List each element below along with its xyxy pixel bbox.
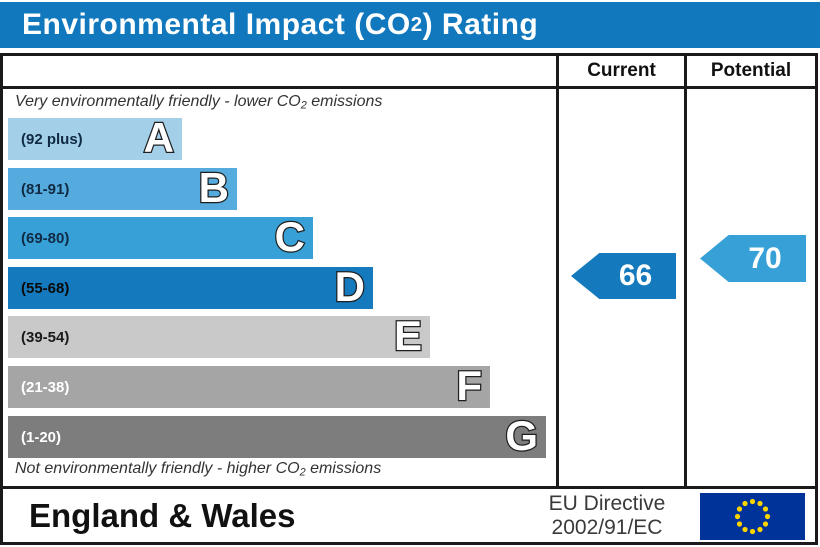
band-range-label-F: (21-38) — [21, 378, 70, 396]
table-header-row: Current Potential — [3, 56, 815, 89]
band-row-D: (55-68) D — [8, 263, 373, 311]
bands-area: Very environmentally friendly - lower CO… — [3, 89, 556, 486]
table-footer: England & Wales EU Directive 2002/91/EC — [3, 486, 815, 542]
band-letter-C: C — [273, 213, 306, 261]
potential-column-header: Potential — [684, 56, 815, 86]
eu-directive-label: EU Directive 2002/91/EC — [548, 491, 666, 539]
band-bar-A: (92 plus) A — [8, 114, 182, 162]
potential-column: 70 — [684, 89, 815, 486]
chart-title-text: Environmental Impact (CO — [22, 8, 411, 41]
bands-column-header — [3, 56, 556, 86]
table-body: Very environmentally friendly - lower CO… — [3, 89, 815, 486]
band-bar-C: (69-80) C — [8, 213, 313, 261]
region-label: England & Wales — [29, 496, 296, 534]
band-row-E: (39-54) E — [8, 312, 430, 360]
bottom-scale-note: Not environmentally friendly - higher CO… — [15, 460, 382, 479]
band-row-C: (69-80) C — [8, 213, 313, 261]
band-range-label-A: (92 plus) — [21, 130, 83, 148]
band-letter-B: B — [197, 164, 230, 212]
band-range-label-G: (1-20) — [21, 428, 62, 446]
top-scale-note: Very environmentally friendly - lower CO… — [15, 93, 383, 112]
potential-rating-arrow: 70 — [700, 235, 806, 282]
band-row-F: (21-38) F — [8, 362, 490, 410]
band-range-label-E: (39-54) — [21, 328, 70, 346]
band-range-label-B: (81-91) — [21, 180, 70, 198]
band-range-label-C: (69-80) — [21, 229, 70, 247]
band-row-B: (81-91) B — [8, 164, 237, 212]
band-bar-B: (81-91) B — [8, 164, 237, 212]
band-letter-G: G — [504, 412, 539, 460]
band-range-label-D: (55-68) — [21, 279, 70, 297]
band-bar-D: (55-68) D — [8, 263, 373, 311]
band-row-A: (92 plus) A — [8, 114, 182, 162]
band-letter-A: A — [142, 114, 175, 162]
band-bar-E: (39-54) E — [8, 312, 430, 360]
chart-title: Environmental Impact (CO 2) Rating — [0, 2, 820, 48]
band-letter-F: F — [455, 362, 483, 410]
band-bar-F: (21-38) F — [8, 362, 490, 410]
potential-rating-value: 70 — [748, 241, 782, 275]
chart-title-text-end: ) Rating — [422, 8, 539, 41]
band-letter-D: D — [333, 263, 366, 311]
rating-table: Current Potential Very environmentally f… — [0, 53, 818, 545]
current-rating-arrow: 66 — [571, 253, 676, 299]
chart-title-subscript: 2 — [410, 13, 423, 36]
band-row-G: (1-20) G — [8, 412, 546, 460]
current-column-header: Current — [556, 56, 684, 86]
band-letter-E: E — [393, 312, 424, 360]
eu-flag-icon — [700, 493, 805, 540]
band-bar-G: (1-20) G — [8, 412, 546, 460]
current-rating-value: 66 — [618, 259, 653, 292]
current-column: 66 — [556, 89, 684, 486]
